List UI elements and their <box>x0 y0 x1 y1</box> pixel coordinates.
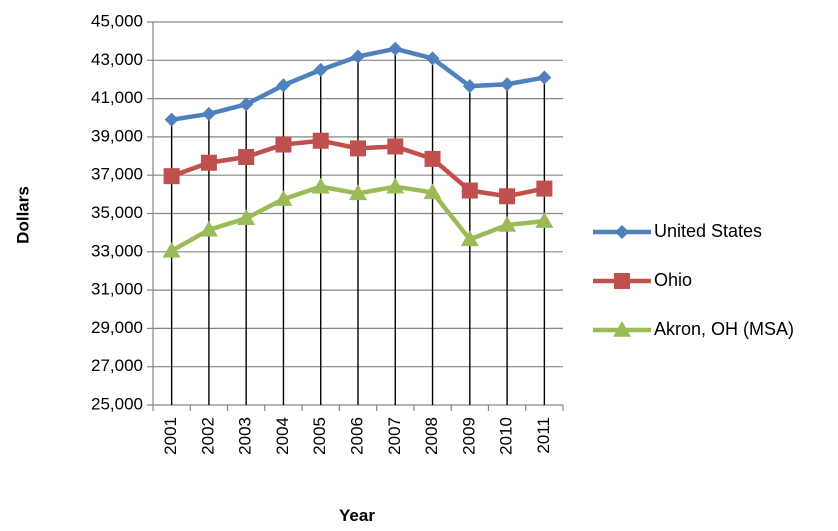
data-point <box>535 212 554 228</box>
data-point <box>424 150 441 167</box>
data-point <box>163 168 180 185</box>
data-point <box>499 188 516 205</box>
data-point <box>536 180 553 197</box>
data-point <box>387 138 404 155</box>
data-point <box>238 149 255 166</box>
data-point <box>500 77 515 92</box>
data-point <box>200 154 217 171</box>
y-tick-label: 35,000 <box>91 203 143 222</box>
data-point <box>461 182 478 199</box>
y-tick-label: 39,000 <box>91 126 143 145</box>
data-point <box>351 49 365 64</box>
data-point <box>350 140 366 157</box>
y-axis-ticks: 25,000 27,000 29,000 31,000 33,000 35,000 37,0… <box>91 11 143 413</box>
x-tick-label: 2004 <box>273 417 292 455</box>
legend-marker <box>615 225 629 239</box>
data-point <box>423 183 442 200</box>
x-tick-label: 2002 <box>198 417 217 455</box>
x-tick-label: 2006 <box>347 417 366 455</box>
data-point <box>311 177 330 194</box>
legend-label: Akron, OH (MSA) <box>654 319 794 339</box>
data-point <box>462 79 477 94</box>
legend-label: Ohio <box>654 270 692 290</box>
data-point <box>312 132 329 149</box>
data-point <box>164 112 179 127</box>
data-point <box>274 190 293 206</box>
x-tick-label: 2003 <box>236 417 255 455</box>
grid <box>147 21 564 411</box>
y-tick-label: 45,000 <box>91 11 143 30</box>
data-point <box>275 136 292 153</box>
legend-marker <box>613 321 631 337</box>
y-tick-label: 37,000 <box>91 165 143 184</box>
y-tick-label: 33,000 <box>91 241 143 260</box>
data-point <box>199 220 218 237</box>
y-tick-label: 29,000 <box>91 318 143 337</box>
data-point <box>313 62 328 77</box>
legend-label: United States <box>654 221 762 241</box>
y-tick-label: 31,000 <box>91 280 143 299</box>
x-tick-label: 2008 <box>422 417 441 455</box>
x-axis-title: Year <box>339 506 375 525</box>
y-axis-title: Dollars <box>13 186 32 244</box>
y-tick-label: 43,000 <box>91 50 143 69</box>
x-axis-ticks: 2001 2002 2003 2004 2005 2006 2007 2008 2009 2010… <box>161 417 553 455</box>
y-tick-label: 25,000 <box>91 394 143 413</box>
x-tick-label: 2010 <box>497 417 516 455</box>
x-tick-label: 2001 <box>161 417 180 455</box>
data-point <box>201 106 216 121</box>
data-point <box>386 177 405 194</box>
data-point <box>239 97 254 112</box>
x-tick-label: 2005 <box>310 417 329 455</box>
y-tick-label: 41,000 <box>91 88 143 107</box>
data-point <box>237 209 256 226</box>
x-tick-label: 2007 <box>385 417 404 455</box>
data-point <box>460 230 479 247</box>
legend-marker <box>614 273 630 289</box>
data-point <box>276 78 291 93</box>
series-lines <box>162 41 554 258</box>
x-tick-label: 2009 <box>459 417 478 455</box>
data-point <box>388 41 403 56</box>
y-tick-label: 27,000 <box>91 356 143 375</box>
data-point <box>425 51 440 66</box>
data-point <box>162 241 181 258</box>
legend: United States Ohio Akron, OH (MSA) <box>593 221 794 339</box>
data-point <box>537 70 552 85</box>
data-point <box>498 215 517 232</box>
x-tick-label: 2011 <box>534 417 553 454</box>
data-point <box>349 184 367 201</box>
